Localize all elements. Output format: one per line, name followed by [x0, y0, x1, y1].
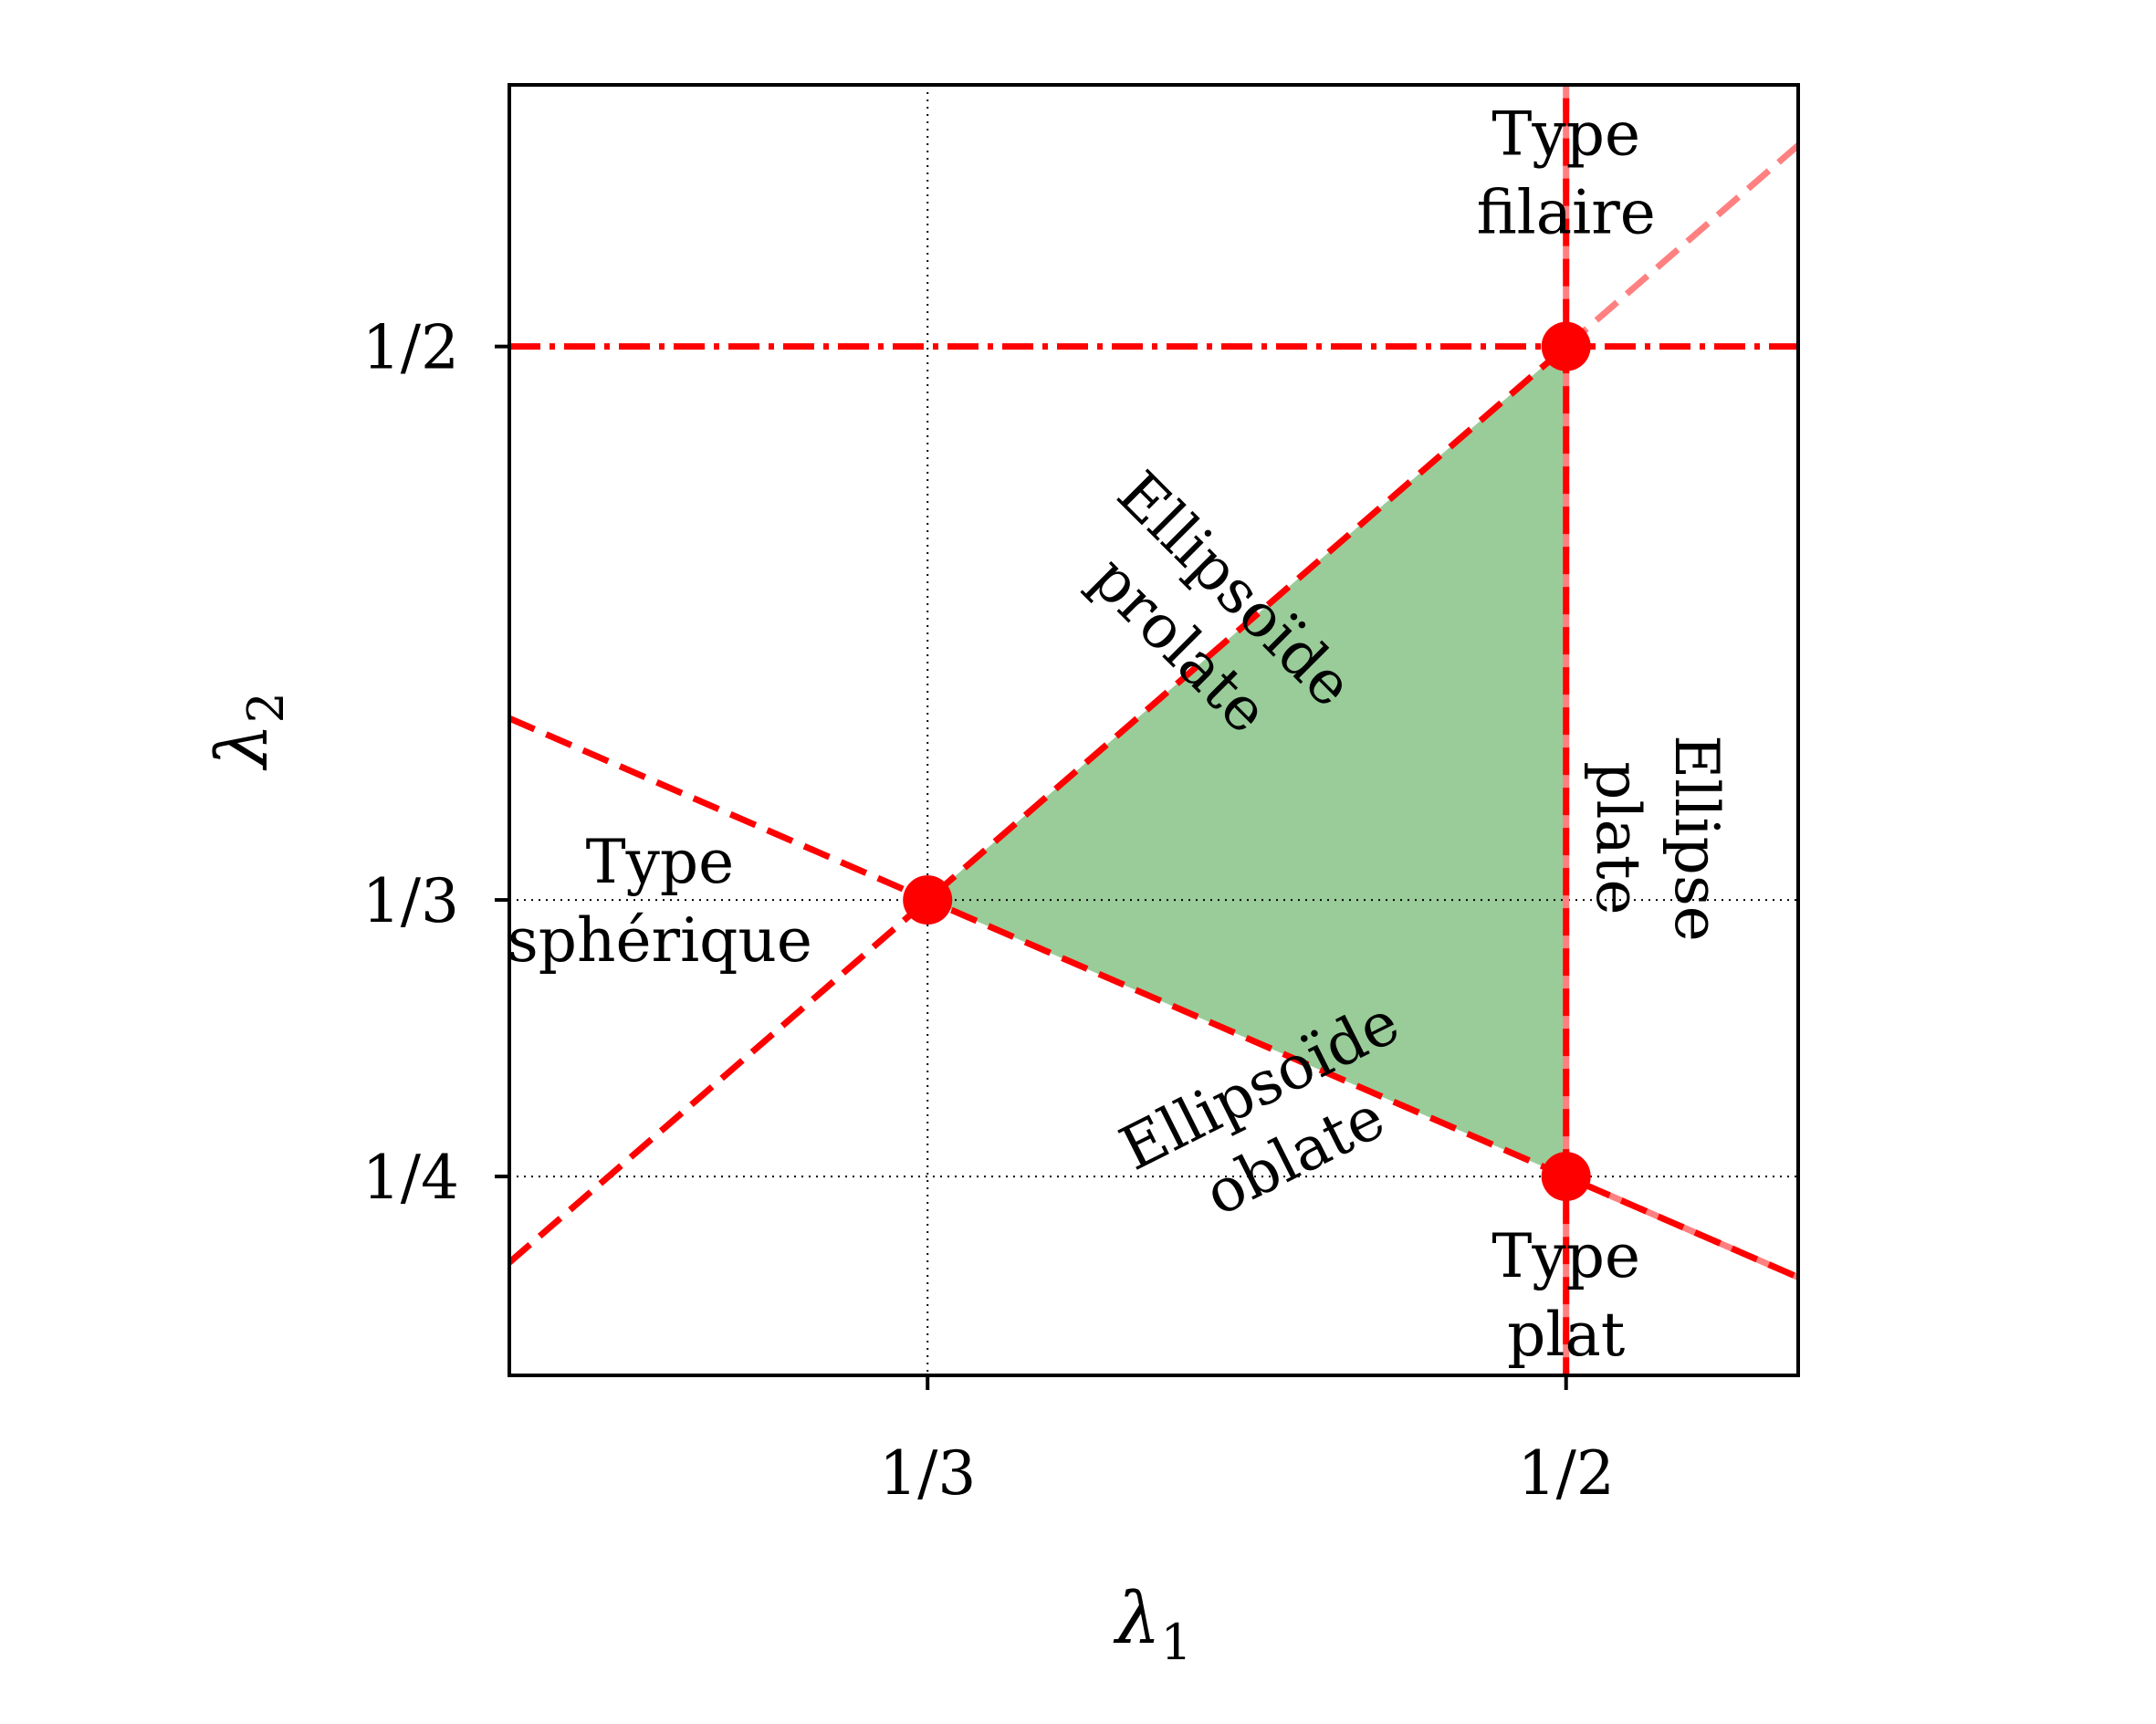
special-point-2: [1541, 1152, 1591, 1202]
admissible-region: [927, 346, 1566, 1177]
x-axis-label-symbol: λ: [1113, 1578, 1160, 1660]
plot-frame: [508, 83, 1800, 1377]
annotation-type-spherique-line-1: sphérique: [508, 905, 812, 976]
x-axis-label-subscript: 1: [1161, 1614, 1192, 1671]
plot-area: [509, 85, 1798, 1375]
annotation-ellipse-plate-line-1: plate: [1583, 761, 1653, 914]
special-point-1: [1541, 321, 1591, 371]
annotation-type-spherique: Type sphérique: [508, 827, 812, 976]
line-diagonal: [509, 344, 1569, 1265]
annotation-ellipse-plate-line-0: Ellipse: [1661, 735, 1732, 942]
x-tick-label-0: 1/3: [879, 1438, 976, 1509]
special-point-0: [903, 875, 953, 925]
annotation-type-spherique-line-0: Type: [586, 827, 735, 897]
annotation-type-filaire-line-0: Type: [1491, 99, 1640, 170]
diagonal-faded-segment: [1564, 142, 1798, 350]
y-axis-label: λ2: [202, 692, 295, 771]
annotation-type-filaire-line-1: filaire: [1477, 178, 1656, 248]
y-tick-label-0: 1/4: [362, 1143, 459, 1213]
y-axis-label-symbol: λ: [202, 723, 284, 770]
line-oblate-extension: [1565, 1173, 1798, 1280]
y-axis-label-subscript: 2: [237, 692, 295, 723]
y-tick-label-2: 1/2: [362, 313, 459, 383]
x-tick-label-1: 1/2: [1518, 1438, 1615, 1509]
x-axis-label: λ1: [1113, 1578, 1192, 1671]
y-tick-label-1: 1/3: [362, 866, 459, 936]
line-oblate: [509, 715, 1568, 1180]
annotation-type-plat-line-1: plat: [1507, 1300, 1625, 1370]
annotation-type-plat-line-0: Type: [1491, 1221, 1640, 1291]
axis-ticks: 1/3 1/2 1/4 1/3 1/2: [362, 313, 1615, 1509]
annotation-type-plat: Type plat: [1491, 1221, 1640, 1370]
annotation-type-filaire: Type filaire: [1477, 99, 1656, 248]
